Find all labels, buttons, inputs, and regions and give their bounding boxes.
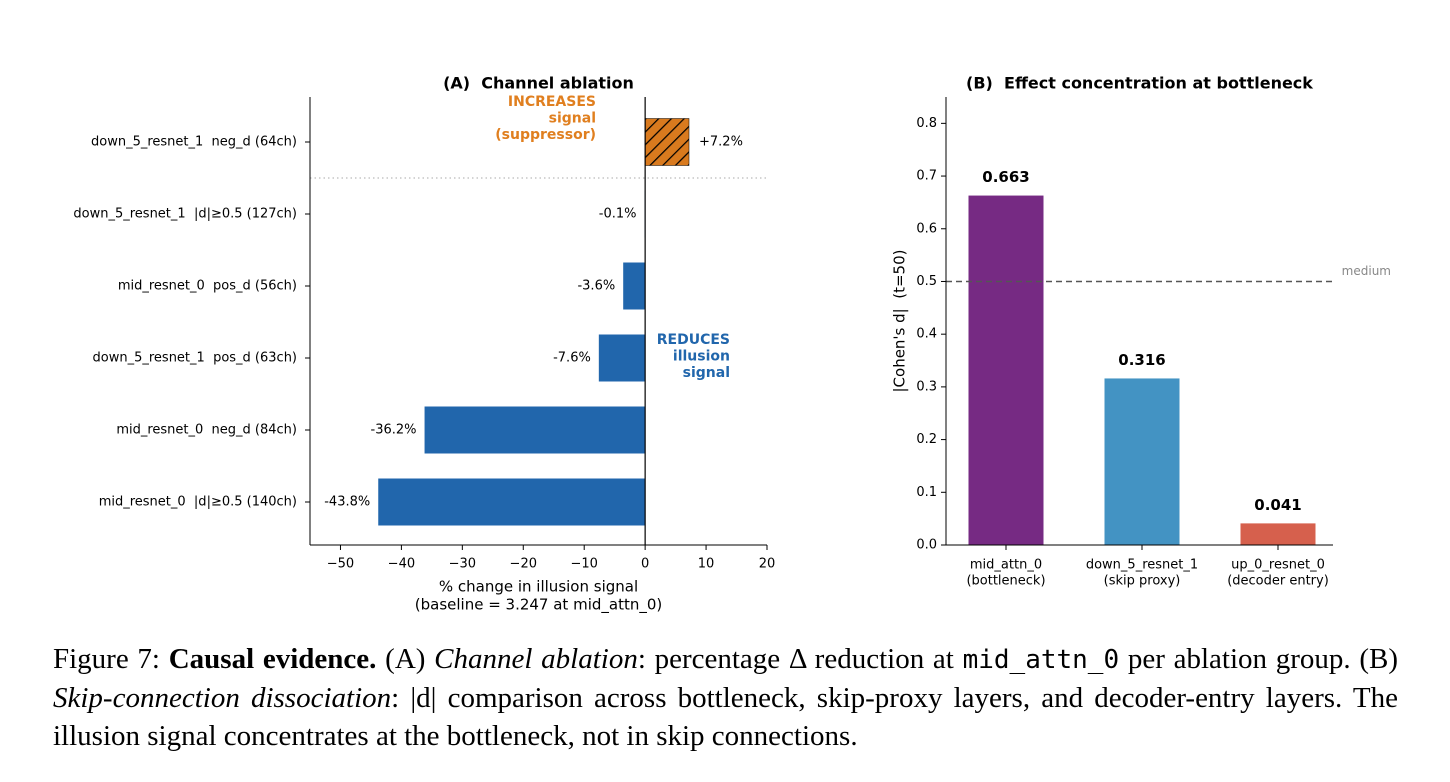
x-tick-label: 0 — [641, 557, 649, 572]
x-tick-label: up_0_resnet_0 — [1231, 558, 1325, 573]
y-tick-label: 0.1 — [916, 485, 937, 500]
y-tick-label: down_5_resnet_1 neg_d (64ch) — [91, 135, 297, 150]
annotation: signal — [549, 111, 596, 127]
caption-b-lead: per ablation group. (B) — [1127, 643, 1399, 675]
bar — [1240, 523, 1316, 545]
y-axis-label: |Cohen's d| (t=50) — [891, 249, 909, 392]
value-label: 0.663 — [982, 168, 1029, 186]
x-tick-label: 10 — [698, 557, 715, 572]
value-label: -7.6% — [553, 351, 591, 366]
value-label: -43.8% — [324, 495, 370, 510]
annotation: INCREASES — [508, 94, 596, 110]
y-tick-label: 0.8 — [916, 116, 937, 131]
value-label: -0.1% — [599, 207, 637, 222]
caption-bold: Causal evidence. — [168, 643, 377, 675]
annotation: REDUCES — [657, 332, 730, 348]
bar — [378, 478, 646, 526]
y-tick-label: 0.5 — [916, 274, 937, 289]
chart-title: (A) Channel ablation — [443, 74, 634, 93]
value-label: 0.041 — [1254, 496, 1301, 514]
x-tick-label: −10 — [570, 557, 597, 572]
annotation: signal — [683, 365, 730, 381]
value-label: -3.6% — [577, 279, 615, 294]
x-tick-label: −40 — [388, 557, 415, 572]
caption-a-text: : percentage Δ reduction at — [637, 643, 954, 675]
x-tick-label: mid_attn_0 — [970, 558, 1042, 573]
chart-title: (B) Effect concentration at bottleneck — [966, 74, 1313, 93]
annotation: (suppressor) — [495, 127, 596, 143]
caption-b-text: : |d| comparison across bottleneck, skip… — [53, 682, 1398, 752]
caption-a: (A) — [385, 643, 426, 675]
x-axis-note: (baseline = 3.247 at mid_attn_0) — [415, 596, 663, 615]
y-tick-label: 0.6 — [916, 221, 937, 236]
caption-figure: Figure 7: — [53, 643, 160, 675]
y-tick-label: 0.3 — [916, 379, 937, 394]
bar — [623, 262, 646, 310]
value-label: +7.2% — [699, 135, 743, 150]
bar — [968, 195, 1044, 545]
value-label: -36.2% — [371, 423, 417, 438]
x-axis-label: % change in illusion signal — [439, 578, 638, 596]
reference-label: medium — [1342, 264, 1391, 278]
x-tick-note: (skip proxy) — [1104, 574, 1181, 589]
bar — [598, 334, 646, 382]
y-tick-label: mid_resnet_0 |d|≥0.5 (140ch) — [99, 495, 297, 510]
caption-b-title: Skip-connection dissociation — [53, 682, 392, 714]
y-tick-label: 0.7 — [916, 169, 937, 184]
value-label: 0.316 — [1118, 351, 1165, 369]
caption-code: mid_attn_0 — [962, 645, 1120, 675]
y-tick-label: 0.2 — [916, 432, 937, 447]
x-tick-label: −30 — [449, 557, 476, 572]
x-tick-note: (decoder entry) — [1227, 574, 1329, 589]
y-tick-label: 0.4 — [916, 327, 937, 342]
y-tick-label: mid_resnet_0 pos_d (56ch) — [118, 279, 297, 294]
y-tick-label: mid_resnet_0 neg_d (84ch) — [116, 423, 297, 438]
y-tick-label: down_5_resnet_1 pos_d (63ch) — [93, 351, 297, 366]
bar — [1104, 378, 1180, 545]
x-tick-label: 20 — [759, 557, 776, 572]
bar — [644, 118, 690, 166]
x-tick-label: −50 — [327, 557, 354, 572]
y-tick-label: down_5_resnet_1 |d|≥0.5 (127ch) — [73, 207, 297, 222]
figure: (A) Channel ablation down_5_resnet_1 neg_… — [73, 74, 1391, 615]
x-tick-label: down_5_resnet_1 — [1086, 558, 1198, 573]
x-tick-note: (bottleneck) — [966, 574, 1045, 589]
y-tick-label: 0.0 — [916, 538, 937, 553]
caption-a-title: Channel ablation — [434, 643, 638, 675]
x-tick-label: −20 — [510, 557, 537, 572]
annotation: illusion — [673, 349, 730, 365]
bar — [424, 406, 646, 454]
caption: Figure 7: Causal evidence. (A) Channel a… — [53, 640, 1398, 755]
